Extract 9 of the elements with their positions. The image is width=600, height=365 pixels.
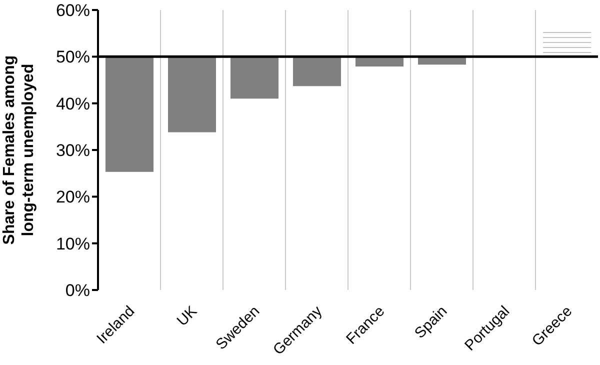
y-tick-label: 20%	[56, 188, 90, 207]
y-tick-label: 40%	[56, 94, 90, 114]
y-tick-label: 10%	[56, 234, 90, 254]
y-tick-label: 50%	[56, 48, 90, 67]
y-tick-label: 0%	[65, 281, 90, 300]
y-axis-title: Share of Females among long-term unemployed	[1, 55, 37, 245]
y-tick-label: 60%	[56, 1, 90, 20]
y-tick-label: 30%	[56, 141, 90, 160]
x-tick-label: UK	[174, 302, 201, 330]
